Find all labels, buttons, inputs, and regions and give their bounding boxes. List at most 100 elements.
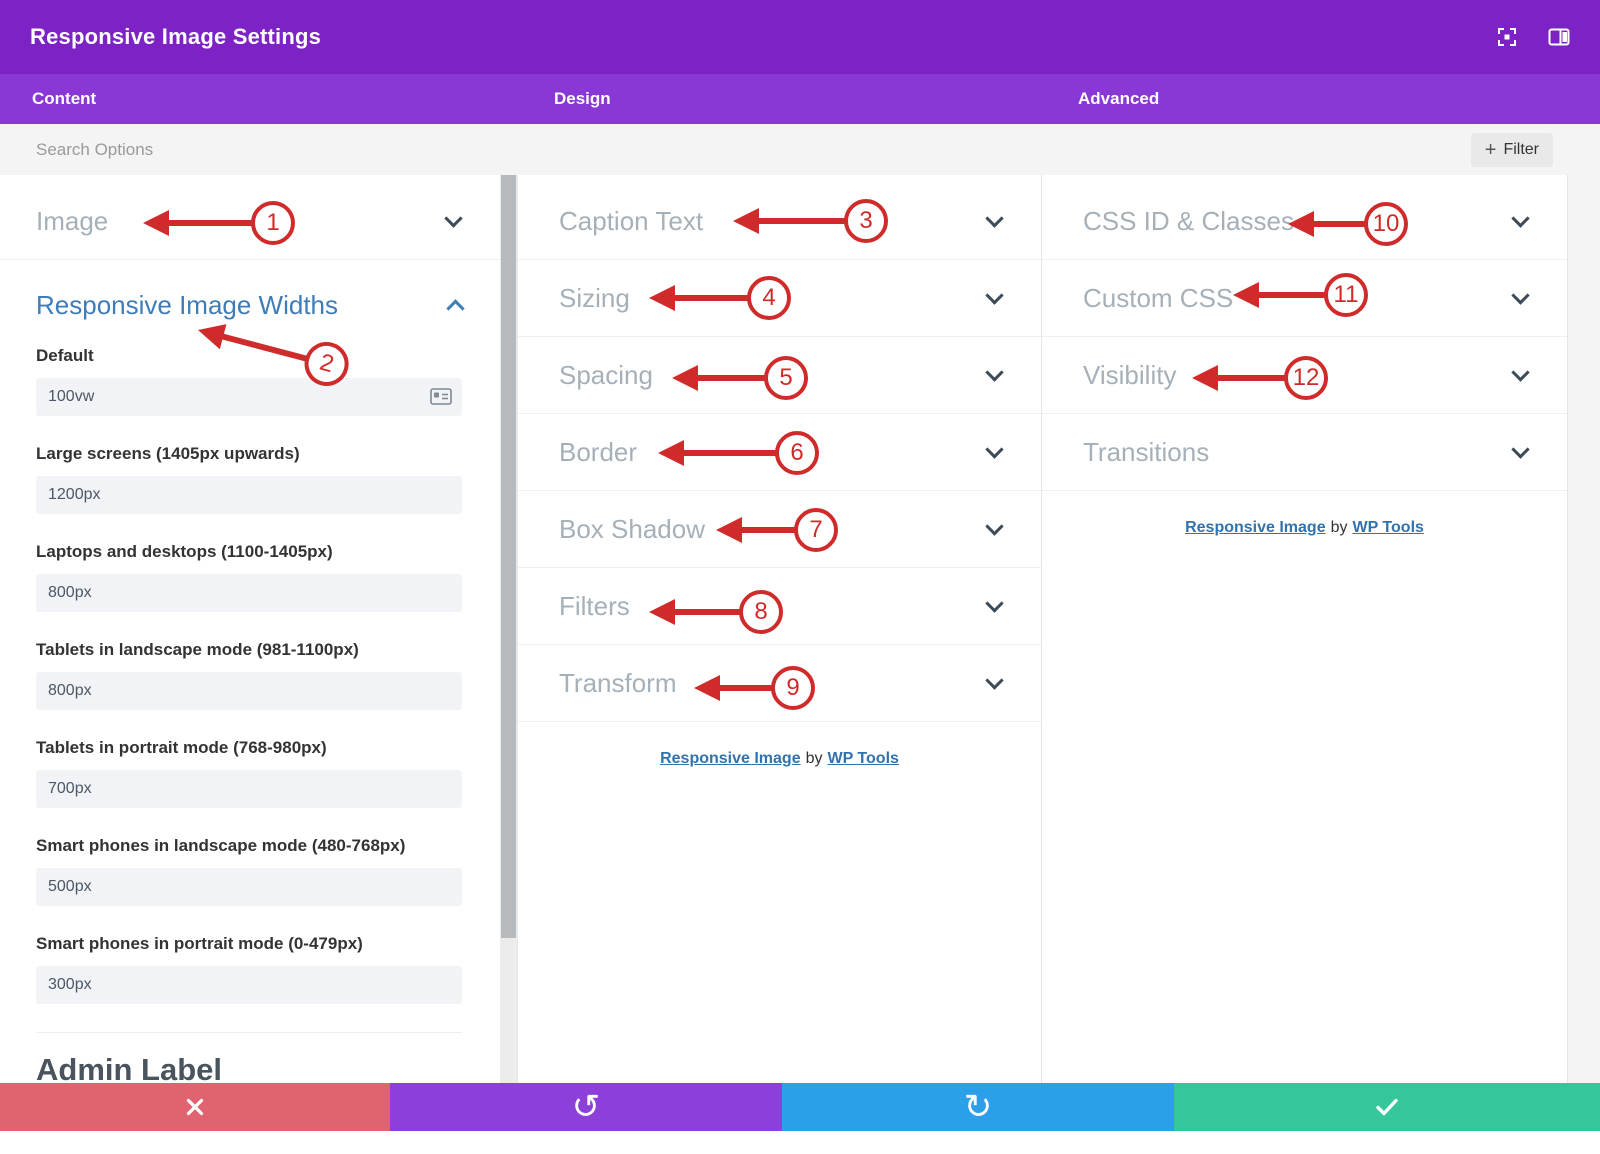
field-phones-portrait: Smart phones in portrait mode (0-479px) … xyxy=(36,934,462,1004)
section-row-image[interactable]: Image xyxy=(0,183,500,260)
advanced-panel: CSS ID & Classes Custom CSS Visibility T… xyxy=(1042,175,1568,1083)
undo-icon: ↺ xyxy=(571,1088,601,1126)
modal-header: Responsive Image Settings xyxy=(0,0,1600,74)
tab-content[interactable]: Content xyxy=(32,89,97,108)
section-row-transitions[interactable]: Transitions xyxy=(1042,414,1567,491)
responsive-width-fields: Default 100vw xyxy=(36,346,462,1004)
redo-icon: ↻ xyxy=(963,1088,993,1126)
dock-modal-icon[interactable] xyxy=(1548,26,1570,48)
section-row-transform[interactable]: Transform xyxy=(518,645,1041,722)
chevron-down-icon xyxy=(985,285,1004,305)
section-row-sizing[interactable]: Sizing xyxy=(518,260,1041,337)
section-title-responsive-image-widths: Responsive Image Widths xyxy=(36,289,339,320)
field-label: Smart phones in landscape mode (480-768p… xyxy=(36,836,406,855)
plus-icon: + xyxy=(1484,138,1497,161)
field-label: Default xyxy=(36,346,94,365)
search-options-input[interactable] xyxy=(36,139,1471,160)
section-title: Sizing xyxy=(559,282,630,313)
cancel-button[interactable] xyxy=(0,1083,390,1131)
section-row-spacing[interactable]: Spacing xyxy=(518,337,1041,414)
chevron-down-icon xyxy=(1511,362,1530,382)
chevron-down-icon xyxy=(985,670,1004,690)
section-title-image: Image xyxy=(36,205,109,236)
undo-button[interactable]: ↺ xyxy=(390,1083,782,1131)
section-row-caption-text[interactable]: Caption Text xyxy=(518,183,1041,260)
chevron-down-icon xyxy=(985,593,1004,613)
chevron-down-icon xyxy=(985,362,1004,382)
chevron-down-icon xyxy=(985,516,1004,536)
field-laptops-desktops: Laptops and desktops (1100-1405px) 800px xyxy=(36,542,462,612)
expand-modal-icon[interactable] xyxy=(1496,26,1518,48)
modal-footer: ↺ ↻ xyxy=(0,1083,1600,1131)
large-screens-width-input[interactable]: 1200px xyxy=(36,476,462,514)
content-panel-scrollbar[interactable] xyxy=(500,175,517,1083)
field-label: Laptops and desktops (1100-1405px) xyxy=(36,542,333,561)
field-phones-landscape: Smart phones in landscape mode (480-768p… xyxy=(36,836,462,906)
field-value: 800px xyxy=(48,584,92,601)
plugin-credit: Responsive Image by WP Tools xyxy=(518,750,1041,768)
section-title: CSS ID & Classes xyxy=(1083,205,1294,236)
laptops-desktops-width-input[interactable]: 800px xyxy=(36,574,462,612)
chevron-down-icon xyxy=(1511,285,1530,305)
credit-by-text: by xyxy=(1330,519,1348,536)
field-value: 1200px xyxy=(48,486,101,503)
header-icons xyxy=(1496,26,1570,48)
tab-advanced[interactable]: Advanced xyxy=(1078,89,1160,108)
section-row-filters[interactable]: Filters xyxy=(518,568,1041,645)
field-label: Large screens (1405px upwards) xyxy=(36,444,300,463)
settings-body: Image Responsive Image Widths Default 10… xyxy=(0,175,1600,1083)
section-row-responsive-image-widths[interactable]: Responsive Image Widths xyxy=(36,282,465,328)
tab-bar: Content Design Advanced xyxy=(0,74,1600,124)
scrollbar-thumb[interactable] xyxy=(501,175,516,938)
field-label: Smart phones in portrait mode (0-479px) xyxy=(36,934,363,953)
close-icon xyxy=(186,1098,204,1116)
tablets-landscape-width-input[interactable]: 800px xyxy=(36,672,462,710)
vendor-link[interactable]: WP Tools xyxy=(1352,519,1424,536)
section-row-box-shadow[interactable]: Box Shadow xyxy=(518,491,1041,568)
section-row-border[interactable]: Border xyxy=(518,414,1041,491)
filter-button[interactable]: + Filter xyxy=(1470,132,1553,167)
section-row-admin-label[interactable]: Admin Label xyxy=(36,1032,462,1083)
phones-landscape-width-input[interactable]: 500px xyxy=(36,868,462,906)
redo-button[interactable]: ↻ xyxy=(782,1083,1174,1131)
chevron-down-icon xyxy=(1511,439,1530,459)
credit-by-text: by xyxy=(805,750,823,767)
modal-title: Responsive Image Settings xyxy=(30,24,322,49)
field-value: 700px xyxy=(48,780,92,797)
tablets-portrait-width-input[interactable]: 700px xyxy=(36,770,462,808)
vendor-link[interactable]: WP Tools xyxy=(827,750,899,767)
save-button[interactable] xyxy=(1174,1083,1600,1131)
section-title: Box Shadow xyxy=(559,513,705,544)
section-title: Transitions xyxy=(1083,436,1210,467)
section-title: Spacing xyxy=(559,359,653,390)
section-title: Visibility xyxy=(1083,359,1177,390)
responsive-image-widths-section: Responsive Image Widths Default 100vw xyxy=(0,260,500,1083)
section-row-css-id-classes[interactable]: CSS ID & Classes xyxy=(1042,183,1567,260)
design-panel: Caption Text Sizing Spacing Border Box S… xyxy=(517,175,1042,1083)
field-default: Default 100vw xyxy=(36,346,462,416)
section-title: Border xyxy=(559,436,638,467)
field-value: 300px xyxy=(48,976,92,993)
phones-portrait-width-input[interactable]: 300px xyxy=(36,966,462,1004)
responsive-options-icon[interactable] xyxy=(430,388,452,410)
product-link[interactable]: Responsive Image xyxy=(1185,519,1326,536)
filter-button-label: Filter xyxy=(1503,140,1539,158)
chevron-down-icon xyxy=(985,439,1004,459)
section-title: Transform xyxy=(559,667,677,698)
section-row-visibility[interactable]: Visibility xyxy=(1042,337,1567,414)
chevron-down-icon xyxy=(1511,208,1530,228)
section-title: Caption Text xyxy=(559,205,704,236)
product-link[interactable]: Responsive Image xyxy=(660,750,801,767)
field-value: 100vw xyxy=(48,388,95,405)
default-width-input[interactable]: 100vw xyxy=(36,378,462,416)
tab-design[interactable]: Design xyxy=(554,89,611,108)
field-label: Tablets in portrait mode (768-980px) xyxy=(36,738,327,757)
field-value: 500px xyxy=(48,878,92,895)
section-row-custom-css[interactable]: Custom CSS xyxy=(1042,260,1567,337)
search-bar: + Filter xyxy=(0,124,1600,175)
field-tablets-landscape: Tablets in landscape mode (981-1100px) 8… xyxy=(36,640,462,710)
chevron-down-icon xyxy=(444,208,463,228)
chevron-up-icon xyxy=(446,298,465,318)
check-icon xyxy=(1376,1098,1398,1116)
